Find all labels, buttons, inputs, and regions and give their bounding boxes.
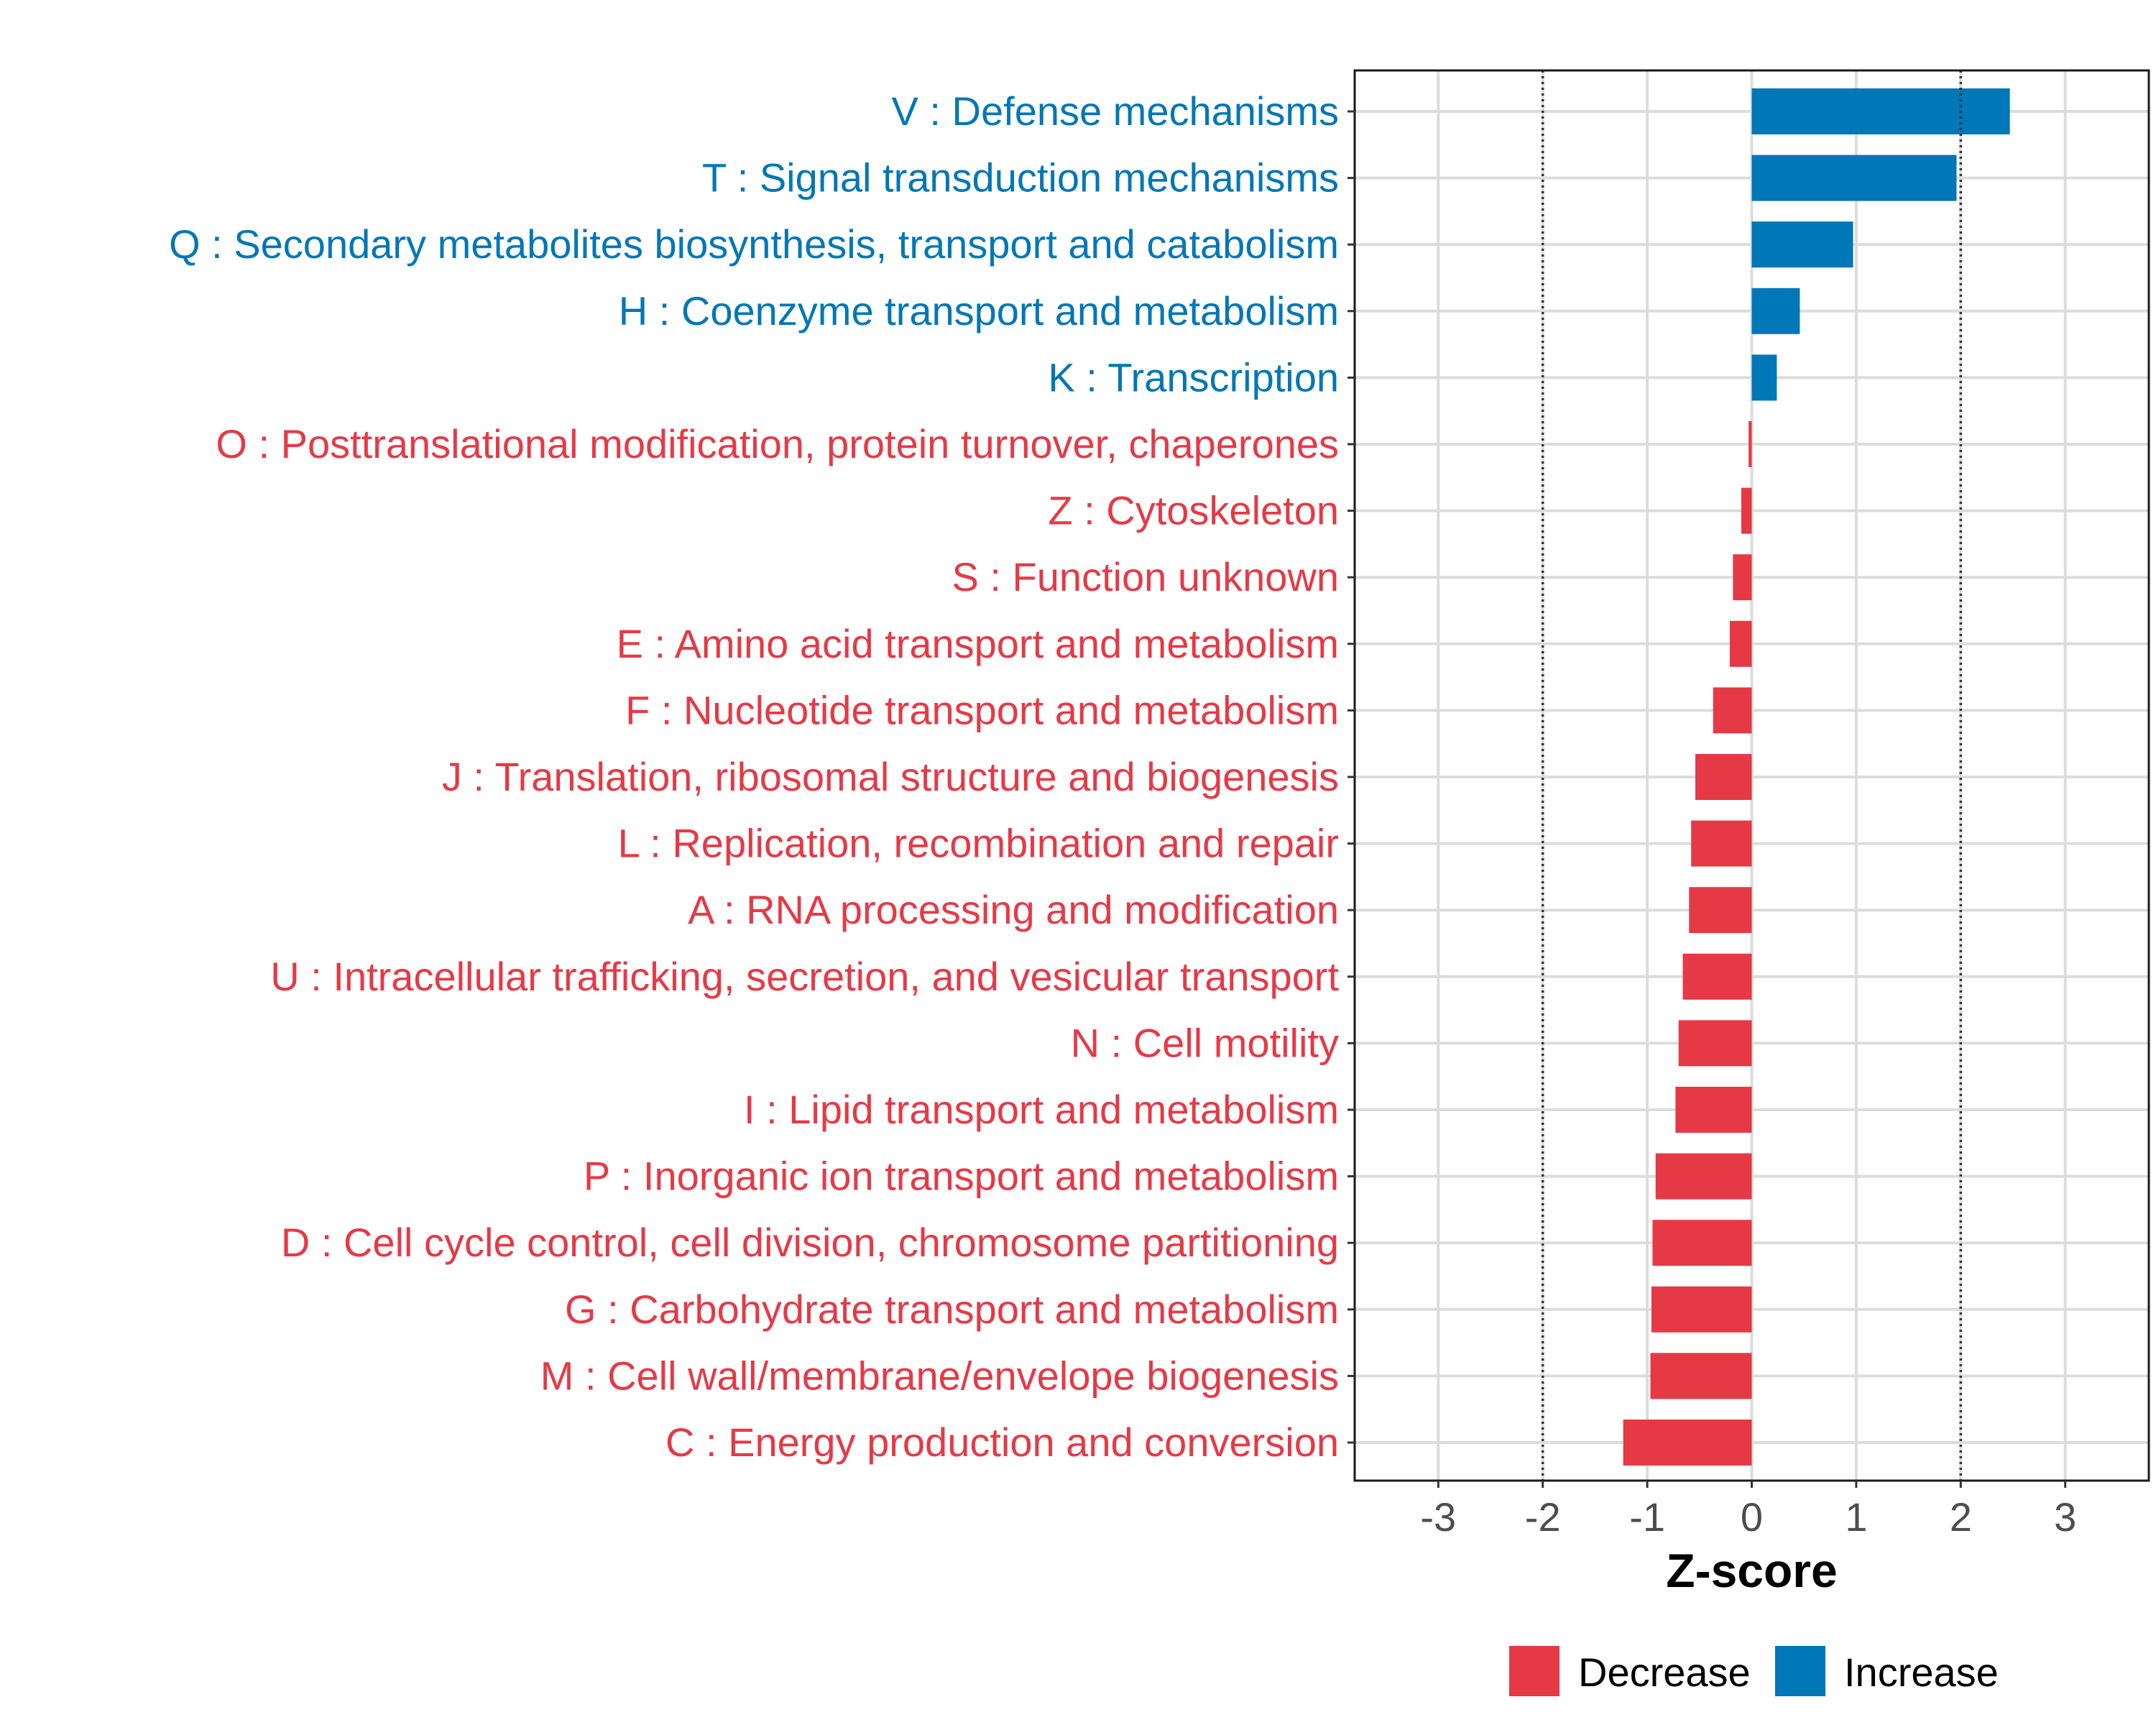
x-tick-label: 0 bbox=[1741, 1494, 1763, 1540]
x-tick-label: -3 bbox=[1420, 1494, 1456, 1540]
bar-7 bbox=[1733, 554, 1752, 601]
category-label: I : Lipid transport and metabolism bbox=[744, 1087, 1339, 1132]
category-label: T : Signal transduction mechanisms bbox=[702, 155, 1339, 201]
category-label: K : Transcription bbox=[1048, 354, 1339, 400]
category-label: F : Nucleotide transport and metabolism bbox=[625, 687, 1339, 732]
category-label: N : Cell motility bbox=[1071, 1020, 1339, 1065]
bar-4 bbox=[1751, 354, 1777, 401]
category-label: C : Energy production and conversion bbox=[665, 1420, 1339, 1465]
bar-17 bbox=[1652, 1220, 1752, 1266]
bar-14 bbox=[1678, 1020, 1752, 1067]
bar-1 bbox=[1751, 155, 1957, 201]
bar-13 bbox=[1682, 953, 1752, 1000]
bar-3 bbox=[1751, 288, 1800, 334]
category-label: U : Intracellular trafficking, secretion… bbox=[270, 954, 1339, 999]
x-tick-label: 1 bbox=[1845, 1494, 1867, 1540]
bar-20 bbox=[1623, 1420, 1752, 1466]
category-label: H : Coenzyme transport and metabolism bbox=[619, 288, 1339, 334]
x-tick-label: 3 bbox=[2054, 1494, 2076, 1540]
bar-18 bbox=[1651, 1286, 1752, 1333]
bar-5 bbox=[1749, 421, 1752, 467]
bar-11 bbox=[1691, 820, 1752, 867]
legend-label-increase: Increase bbox=[1844, 1650, 1999, 1695]
category-label: Z : Cytoskeleton bbox=[1048, 488, 1339, 533]
bar-16 bbox=[1655, 1153, 1752, 1200]
x-tick-label: -1 bbox=[1629, 1494, 1665, 1540]
x-axis-title: Z-score bbox=[1666, 1544, 1837, 1597]
legend-swatch-decrease bbox=[1509, 1646, 1560, 1696]
category-label: L : Replication, recombination and repai… bbox=[618, 821, 1339, 866]
category-label: V : Defense mechanisms bbox=[892, 88, 1339, 134]
bar-8 bbox=[1729, 620, 1752, 667]
x-tick-label: -2 bbox=[1525, 1494, 1561, 1540]
bar-19 bbox=[1650, 1353, 1752, 1399]
bar-12 bbox=[1689, 887, 1752, 934]
legend-label-decrease: Decrease bbox=[1578, 1650, 1751, 1695]
bar-9 bbox=[1713, 687, 1752, 734]
category-label: A : RNA processing and modification bbox=[688, 887, 1339, 932]
category-label: S : Function unknown bbox=[952, 554, 1339, 599]
bar-10 bbox=[1695, 754, 1752, 800]
bar-15 bbox=[1675, 1087, 1752, 1133]
category-label: M : Cell wall/membrane/envelope biogenes… bbox=[540, 1353, 1339, 1398]
bar-2 bbox=[1751, 221, 1853, 268]
category-label: Q : Secondary metabolites biosynthesis, … bbox=[169, 221, 1339, 267]
legend-swatch-increase bbox=[1775, 1646, 1825, 1696]
category-label: E : Amino acid transport and metabolism bbox=[617, 621, 1339, 666]
category-label: D : Cell cycle control, cell division, c… bbox=[281, 1220, 1339, 1265]
category-label: O : Posttranslational modification, prot… bbox=[216, 421, 1339, 466]
x-tick-label: 2 bbox=[1950, 1494, 1972, 1540]
category-label: J : Translation, ribosomal structure and… bbox=[442, 754, 1339, 799]
bar-0 bbox=[1751, 88, 2010, 134]
category-label: G : Carbohydrate transport and metabolis… bbox=[565, 1287, 1339, 1332]
bar-6 bbox=[1741, 487, 1752, 534]
category-label: P : Inorganic ion transport and metaboli… bbox=[584, 1154, 1339, 1199]
